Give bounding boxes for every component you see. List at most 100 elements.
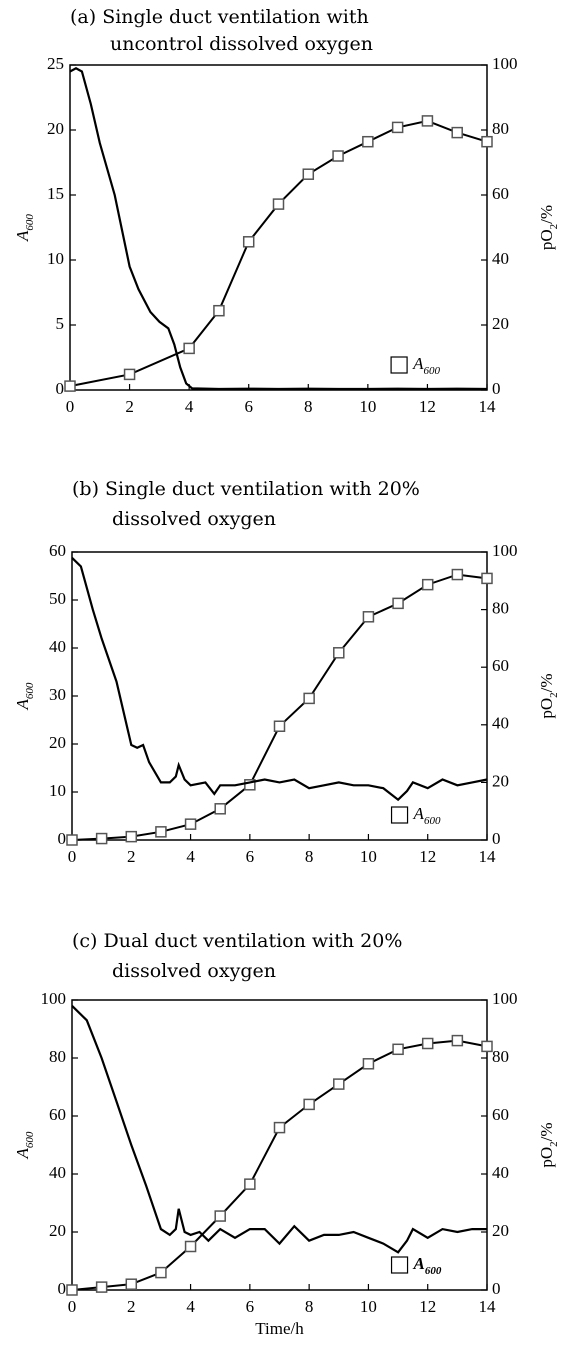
marker	[123, 368, 136, 381]
y-axis-label: A600	[13, 1131, 36, 1159]
marker	[184, 818, 197, 830]
data-line	[69, 67, 488, 391]
y-tick-label: 20	[49, 733, 66, 752]
legend-label: A600	[413, 804, 441, 827]
data-line	[71, 573, 488, 841]
marker	[95, 832, 108, 845]
legend-marker	[390, 806, 409, 824]
marker	[302, 168, 315, 180]
marker	[421, 578, 434, 591]
y2-tick-label: 40	[492, 249, 509, 268]
marker	[392, 1043, 404, 1056]
marker	[155, 826, 167, 838]
x-tick-label: 6	[246, 1297, 255, 1316]
y2-tick-label: 100	[492, 541, 518, 560]
x-tick-label: 8	[305, 1297, 314, 1316]
chart-title: uncontrol dissolved oxygen	[110, 33, 373, 55]
x-tick-label: 8	[304, 397, 313, 416]
y-tick-label: 15	[47, 184, 64, 203]
y-tick-label: 25	[47, 54, 64, 73]
x-tick-label: 14	[479, 1297, 497, 1316]
y2-axis-label: pO2/%	[537, 673, 560, 718]
marker	[392, 597, 404, 610]
y-tick-label: 30	[49, 685, 66, 704]
x-tick-label: 4	[186, 1297, 195, 1316]
marker	[183, 342, 195, 355]
y-tick-label: 10	[49, 781, 66, 800]
marker	[273, 720, 286, 732]
legend-marker	[390, 356, 408, 374]
y2-tick-label: 60	[492, 1105, 509, 1124]
x-tick-label: 6	[246, 847, 255, 866]
marker	[244, 779, 256, 791]
marker	[214, 1210, 226, 1222]
y2-tick-label: 80	[492, 1047, 509, 1066]
x-tick-label: 14	[479, 847, 497, 866]
y2-tick-label: 100	[492, 54, 518, 73]
marker	[451, 1034, 464, 1047]
y-axis-label: A600	[13, 682, 36, 710]
y2-tick-label: 20	[492, 314, 509, 333]
marker	[303, 692, 315, 705]
data-line	[71, 1005, 487, 1254]
marker	[244, 1178, 256, 1190]
x-tick-label: 0	[68, 847, 77, 866]
marker	[303, 1098, 315, 1111]
y-tick-label: 0	[58, 829, 67, 848]
y-tick-label: 0	[58, 1279, 67, 1298]
marker	[451, 126, 463, 139]
y2-tick-label: 60	[492, 656, 509, 675]
marker	[213, 304, 225, 317]
marker	[184, 1240, 197, 1253]
y-tick-label: 50	[49, 589, 66, 608]
marker	[451, 568, 464, 581]
marker	[214, 803, 226, 815]
chart-title: dissolved oxygen	[112, 960, 276, 982]
y-tick-label: 60	[49, 541, 66, 560]
marker	[421, 1037, 434, 1050]
y2-tick-label: 20	[492, 771, 509, 790]
y-tick-label: 80	[49, 1047, 66, 1066]
x-tick-label: 6	[244, 397, 253, 416]
marker	[66, 1284, 78, 1296]
y-tick-label: 20	[47, 119, 64, 138]
y-tick-label: 0	[56, 379, 65, 398]
marker	[362, 611, 375, 623]
legend-marker	[390, 1256, 409, 1274]
y-tick-label: 40	[49, 637, 66, 656]
x-tick-label: 2	[125, 397, 134, 416]
y-tick-label: 100	[41, 989, 67, 1008]
legend-label: A600	[412, 354, 440, 377]
marker	[242, 236, 255, 248]
y-tick-label: 20	[49, 1221, 66, 1240]
marker	[125, 1278, 138, 1290]
x-tick-label: 2	[127, 847, 136, 866]
marker	[66, 834, 78, 846]
x-tick-label: 0	[68, 1297, 77, 1316]
y2-tick-label: 0	[492, 1279, 501, 1298]
y-tick-label: 40	[49, 1163, 66, 1182]
y2-tick-label: 20	[492, 1221, 509, 1240]
chart-title: dissolved oxygen	[112, 508, 276, 530]
marker	[95, 1281, 108, 1293]
marker	[362, 1058, 375, 1070]
marker	[481, 135, 493, 148]
y-tick-label: 60	[49, 1105, 66, 1124]
y2-tick-label: 0	[492, 379, 501, 398]
x-tick-label: 4	[186, 847, 195, 866]
y2-tick-label: 0	[492, 829, 501, 848]
y-tick-label: 10	[47, 249, 64, 268]
x-tick-label: 12	[419, 397, 436, 416]
marker	[391, 121, 404, 134]
y2-tick-label: 80	[492, 119, 509, 138]
y-axis-label: A600	[13, 214, 36, 242]
x-tick-label: 12	[419, 1297, 436, 1316]
legend-label: A600	[413, 1254, 442, 1277]
x-tick-label: 12	[419, 847, 436, 866]
y2-tick-label: 80	[492, 599, 509, 618]
marker	[64, 380, 76, 392]
marker	[362, 135, 374, 148]
x-tick-label: 14	[479, 397, 497, 416]
y2-tick-label: 40	[492, 1163, 509, 1182]
